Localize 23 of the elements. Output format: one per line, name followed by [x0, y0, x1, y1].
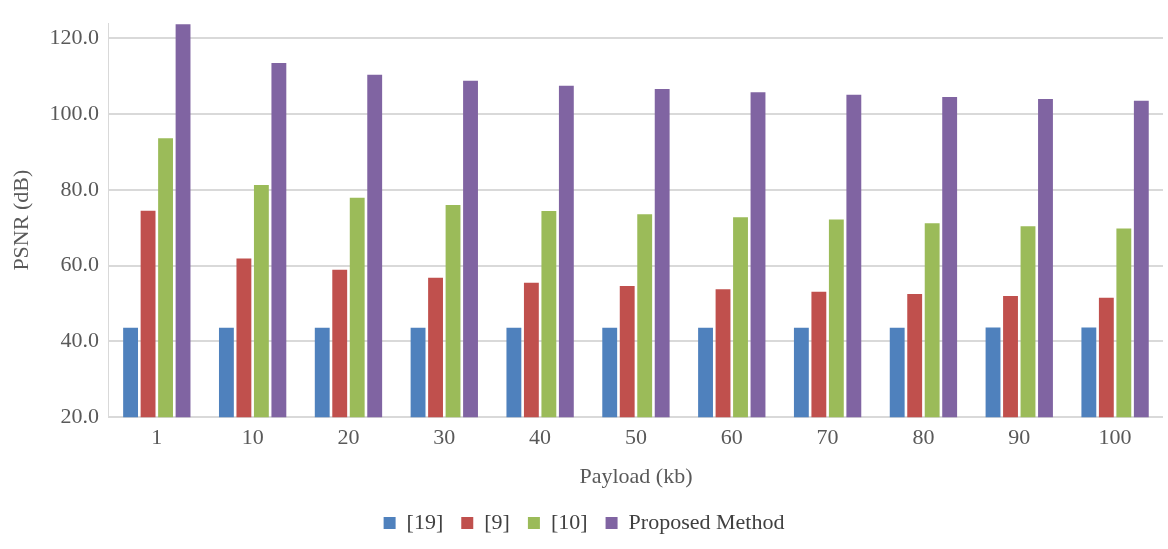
x-tick-label: 40 [529, 424, 552, 450]
y-axis-title: PSNR (dB) [7, 169, 33, 271]
y-tick-label: 80.0 [60, 175, 99, 201]
x-tick-label: 30 [433, 424, 456, 450]
x-tick-label: 60 [720, 424, 743, 450]
x-tick-label: 80 [912, 424, 935, 450]
x-tick-label: 90 [1008, 424, 1031, 450]
y-tick-label: 100.0 [49, 99, 99, 125]
legend-label: [9] [484, 508, 510, 534]
x-tick-label: 10 [241, 424, 264, 450]
x-tick-label: 100 [1098, 424, 1132, 450]
y-tick-label: 60.0 [60, 251, 99, 277]
y-tick-label: 20.0 [60, 402, 99, 428]
legend-label: [19] [406, 508, 444, 534]
legend-label: Proposed Method [628, 508, 785, 534]
x-tick-label: 70 [816, 424, 839, 450]
y-tick-label: 120.0 [49, 24, 99, 50]
legend-label: [10] [550, 508, 588, 534]
x-tick-label: 50 [624, 424, 647, 450]
x-tick-label: 1 [151, 424, 163, 450]
y-tick-label: 40.0 [60, 327, 99, 353]
x-tick-label: 20 [337, 424, 360, 450]
x-axis-title: Payload (kb) [579, 462, 693, 488]
